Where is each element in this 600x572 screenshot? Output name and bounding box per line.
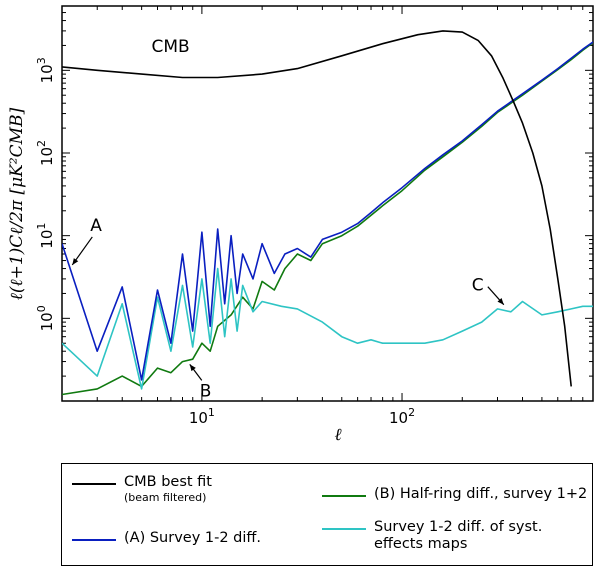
legend-item-a: (A) Survey 1-2 diff. [72, 530, 261, 547]
power-spectrum-chart: 101 102 100 101 102 103 A B C CMB ℓ ℓ(ℓ+1)Cℓ/2π … [7, 5, 594, 445]
legend-item-b: (B) Half-ring diff., survey 1+2 [322, 486, 587, 503]
annotation-c-arrow-head [497, 298, 504, 305]
legend-sub-cmb: (beam filtered) [124, 491, 207, 504]
annotation-cmb: CMB [151, 37, 189, 57]
annotation-a: A [90, 216, 102, 236]
series-line-cmb [62, 30, 572, 387]
x-tick-label: 101 [189, 406, 215, 427]
x-axis-label: ℓ [334, 425, 341, 445]
plot-area [61, 5, 594, 402]
y-tick-label: 102 [35, 140, 56, 166]
y-tick-label: 100 [35, 305, 56, 331]
legend-item-cmb: CMB best fit (beam filtered) [72, 474, 212, 505]
series-line-survey [62, 41, 593, 381]
legend-label-c: Survey 1-2 diff. of syst. effects maps [374, 519, 543, 552]
y-axis-label: ℓ(ℓ+1)Cℓ/2π [μK²CMB] [7, 107, 27, 300]
legend-swatch-cmb [72, 483, 116, 485]
legend-item-c: Survey 1-2 diff. of syst. effects maps [322, 519, 562, 553]
annotation-layer: A B C CMB [71, 37, 505, 401]
annotation-c: C [472, 276, 484, 296]
series-line-syst [62, 267, 593, 390]
annotation-a-arrow-head [72, 258, 79, 265]
series-layer [62, 30, 593, 396]
legend: CMB best fit (beam filtered) (B) Half-ri… [61, 463, 593, 566]
legend-swatch-b [322, 495, 366, 497]
legend-swatch-a [72, 539, 116, 541]
legend-swatch-c [322, 528, 366, 530]
legend-label-a: (A) Survey 1-2 diff. [124, 530, 262, 546]
y-tick-label: 101 [35, 223, 56, 249]
legend-label-cmb: CMB best fit (beam filtered) [124, 474, 212, 504]
axis-ticks: 101 102 100 101 102 103 [35, 5, 594, 427]
x-tick-label: 102 [389, 406, 415, 427]
y-tick-label: 103 [35, 57, 56, 83]
series-line-halfring [62, 42, 593, 396]
annotation-b: B [200, 381, 212, 401]
legend-label-b: (B) Half-ring diff., survey 1+2 [374, 486, 588, 502]
annotation-b-arrow-head [189, 364, 196, 372]
